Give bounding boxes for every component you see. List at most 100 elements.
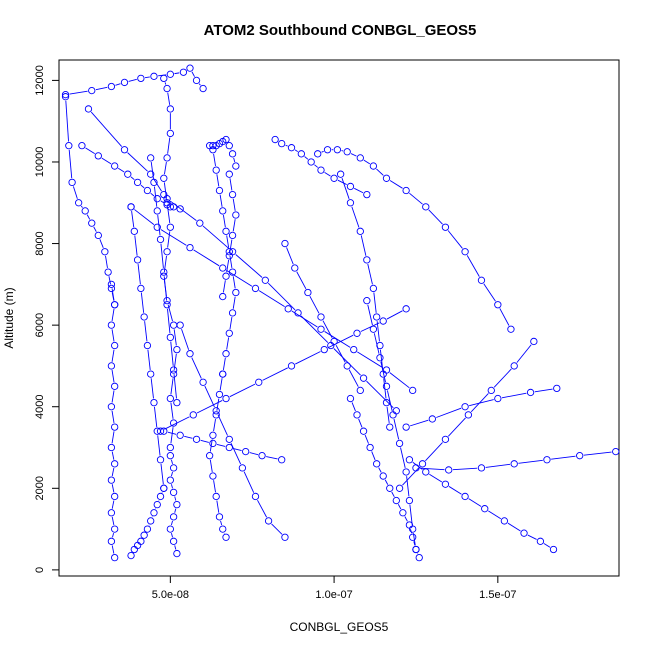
series-segment (196, 400, 223, 414)
data-point (356, 154, 364, 162)
data-point (307, 158, 315, 166)
x-axis-label: CONBGL_GEOS5 (290, 620, 389, 634)
series (127, 203, 417, 395)
series-segment (286, 247, 294, 265)
data-point (209, 146, 217, 154)
series-segment (300, 315, 329, 343)
data-point (382, 382, 391, 390)
series-segment (518, 459, 543, 464)
series-segment (170, 402, 174, 419)
series-segment (358, 418, 363, 428)
series-segment (167, 92, 171, 105)
data-point (124, 170, 132, 178)
x-tick-label: 1.0e-07 (315, 589, 352, 601)
data-point (160, 268, 168, 276)
series-segment (173, 329, 177, 346)
series-segment (111, 390, 115, 403)
data-point (212, 411, 220, 419)
series-segment (164, 82, 167, 85)
data-point (500, 517, 509, 525)
series-segment (130, 176, 135, 181)
data-point (84, 105, 93, 113)
series-segment (90, 111, 123, 147)
data-point (441, 435, 450, 443)
data-point (530, 337, 538, 346)
data-point (232, 162, 240, 170)
series-segment (134, 235, 138, 256)
data-point (389, 411, 397, 419)
series-segment (111, 349, 115, 362)
data-point (163, 195, 171, 203)
data-point (405, 456, 414, 464)
data-point (215, 390, 224, 399)
data-point (225, 329, 233, 337)
series-segment (296, 271, 307, 290)
data-point (111, 423, 119, 431)
series-segment (410, 528, 413, 534)
series-segment (150, 192, 155, 197)
data-point (399, 509, 407, 517)
data-point (238, 464, 247, 472)
series-segment (357, 351, 384, 369)
data-point (160, 74, 168, 83)
series-segment (99, 239, 104, 248)
data-point (215, 186, 224, 195)
series-segment (285, 144, 288, 147)
data-point (209, 142, 217, 150)
series-segment (258, 290, 285, 307)
data-point (61, 93, 70, 101)
y-tick-label: 0 (34, 567, 46, 573)
data-point (107, 403, 116, 411)
series-segment (470, 393, 489, 413)
series-segment (327, 334, 354, 349)
series-segment (380, 361, 386, 383)
data-point (173, 398, 181, 407)
data-point (350, 345, 358, 354)
series-segment (335, 344, 346, 363)
data-point (395, 484, 404, 492)
x-tick-label: 5.0e-08 (152, 589, 189, 601)
series-segment (413, 541, 416, 546)
series-segment (367, 304, 373, 326)
data-point (111, 341, 119, 350)
series-segment (111, 451, 115, 460)
data-point (359, 427, 368, 435)
series-segment (229, 316, 233, 330)
series (156, 305, 410, 435)
series-segment (111, 410, 115, 424)
series-segment (174, 496, 177, 501)
data-point (228, 190, 237, 199)
series-segment (157, 215, 161, 236)
data-point (140, 313, 148, 321)
series-segment (229, 178, 233, 191)
series-segment (222, 280, 226, 293)
y-tick-label: 10000 (34, 147, 46, 178)
plot-frame (58, 59, 620, 577)
data-point (346, 199, 355, 207)
series-segment (386, 310, 403, 320)
data-point (176, 205, 184, 213)
data-point (111, 162, 119, 170)
series-segment (158, 74, 167, 77)
series-segment (501, 392, 527, 399)
series-segment (216, 174, 220, 187)
data-point (133, 178, 142, 187)
series (405, 456, 558, 554)
series-segment (160, 200, 164, 203)
series-segment (213, 480, 216, 493)
data-point (150, 72, 158, 80)
y-tick-label: 8000 (34, 231, 46, 255)
data-point (317, 325, 325, 333)
data-point (314, 150, 322, 158)
data-point (169, 488, 178, 497)
data-point (219, 525, 227, 533)
series-segment (164, 161, 167, 175)
data-point (189, 411, 197, 419)
series-segment (140, 184, 145, 189)
data-point (78, 142, 86, 150)
series-segment (452, 467, 478, 471)
series-segment (351, 402, 356, 412)
series-segment (233, 448, 242, 452)
series-segment (226, 269, 253, 287)
series-segment (152, 177, 162, 192)
